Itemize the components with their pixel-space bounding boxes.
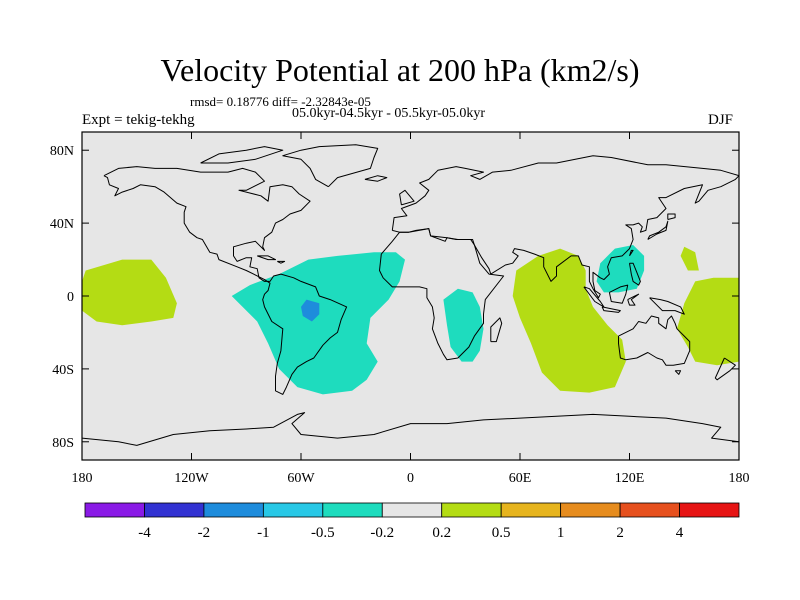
colorbar-swatch	[679, 502, 740, 518]
colorbar-label: 1	[557, 525, 565, 541]
y-tick-label: 80N	[50, 144, 74, 159]
colorbar-label: 2	[616, 525, 624, 541]
colorbar-swatch	[203, 502, 264, 518]
y-tick-label: 40N	[50, 217, 74, 232]
region-brazil-core-negative	[301, 299, 320, 322]
region-central-pacific-positive	[82, 259, 177, 326]
y-tick-label: 0	[67, 290, 74, 305]
coastline-9	[674, 370, 682, 375]
x-tick-label: 180	[72, 471, 93, 486]
colorbar-label: 0.5	[492, 525, 511, 541]
season-label: DJF	[708, 112, 734, 128]
period-label: 05.0kyr-04.5kyr - 05.5kyr-05.0kyr	[292, 106, 486, 121]
colorbar-label: 4	[676, 525, 684, 541]
coastline-5	[391, 155, 739, 299]
colorbar-swatch	[381, 502, 443, 518]
map-background	[82, 132, 739, 460]
x-tick-label: 120E	[615, 471, 645, 486]
colorbar-label: -0.5	[311, 525, 335, 541]
x-tick-label: 60W	[287, 471, 315, 486]
x-tick-label: 0	[407, 471, 414, 486]
colorbar-label: -0.2	[370, 525, 394, 541]
x-tick-label: 120W	[174, 471, 209, 486]
coastline-11	[649, 297, 685, 315]
axis-ticks: 180 120W 60W 0 60E 120E 180 80N 40N 0 40S 80S	[50, 132, 750, 486]
coastline-21	[277, 260, 286, 264]
coastline-13	[583, 286, 605, 308]
coastline-20	[257, 255, 276, 261]
coastline-10	[714, 357, 736, 381]
coastline-7	[490, 317, 503, 343]
region-south-america-atlantic-negative	[231, 252, 405, 395]
experiment-label: Expt = tekig-tekhg	[82, 112, 195, 128]
colorbar-label: -4	[138, 525, 151, 541]
colorbar-swatch	[322, 502, 383, 518]
coastline-8	[618, 315, 691, 366]
coastlines	[82, 144, 739, 446]
colorbar-swatch	[441, 502, 502, 518]
region-indian-ocean-positive	[512, 248, 626, 393]
colorbar-label: 0.2	[432, 525, 451, 541]
coastline-12	[608, 284, 629, 304]
colorbar-swatch	[144, 502, 205, 518]
coastline-0	[103, 166, 348, 395]
y-tick-label: 80S	[52, 436, 74, 451]
coastline-3	[364, 175, 388, 182]
x-tick-label: 180	[729, 471, 750, 486]
region-west-pacific-positive	[680, 246, 699, 271]
y-tick-label: 40S	[52, 363, 74, 378]
region-east-africa-negative	[443, 288, 484, 362]
colorbar-swatch	[619, 502, 680, 518]
coastline-22	[82, 412, 739, 446]
coastline-16	[647, 220, 669, 240]
colorbar: -4 -2 -1 -0.5 -0.2 0.2 0.5 1 2 4	[84, 502, 740, 541]
coastline-1	[282, 144, 379, 188]
stats-label: rmsd= 0.18776 diff= -2.32843e-05	[190, 94, 371, 109]
region-australia-positive	[677, 277, 739, 366]
coastline-19	[629, 249, 634, 257]
coastline-18	[629, 262, 641, 286]
chart-title: Velocity Potential at 200 hPa (km2/s)	[160, 52, 640, 88]
coastline-17	[667, 213, 676, 220]
coastline-2	[200, 146, 284, 164]
coastline-6	[379, 228, 505, 361]
coastline-15	[627, 293, 640, 306]
coastline-4	[399, 189, 415, 206]
coastline-14	[601, 306, 621, 313]
colorbar-swatch	[262, 502, 324, 518]
contour-regions	[82, 245, 739, 395]
region-philippines-negative	[596, 245, 645, 293]
colorbar-swatch	[500, 502, 562, 518]
colorbar-swatch	[84, 502, 145, 518]
x-tick-label: 60E	[509, 471, 532, 486]
colorbar-label: -1	[257, 525, 270, 541]
colorbar-swatch	[560, 502, 621, 518]
colorbar-label: -2	[198, 525, 211, 541]
